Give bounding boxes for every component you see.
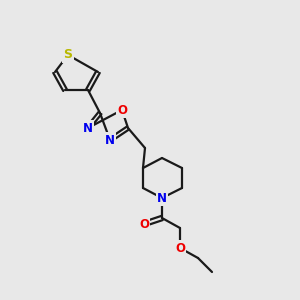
Text: N: N bbox=[157, 191, 167, 205]
Text: N: N bbox=[105, 134, 115, 146]
Text: O: O bbox=[175, 242, 185, 254]
Text: O: O bbox=[139, 218, 149, 230]
Text: N: N bbox=[83, 122, 93, 134]
Text: O: O bbox=[117, 103, 127, 116]
Text: S: S bbox=[64, 49, 73, 62]
